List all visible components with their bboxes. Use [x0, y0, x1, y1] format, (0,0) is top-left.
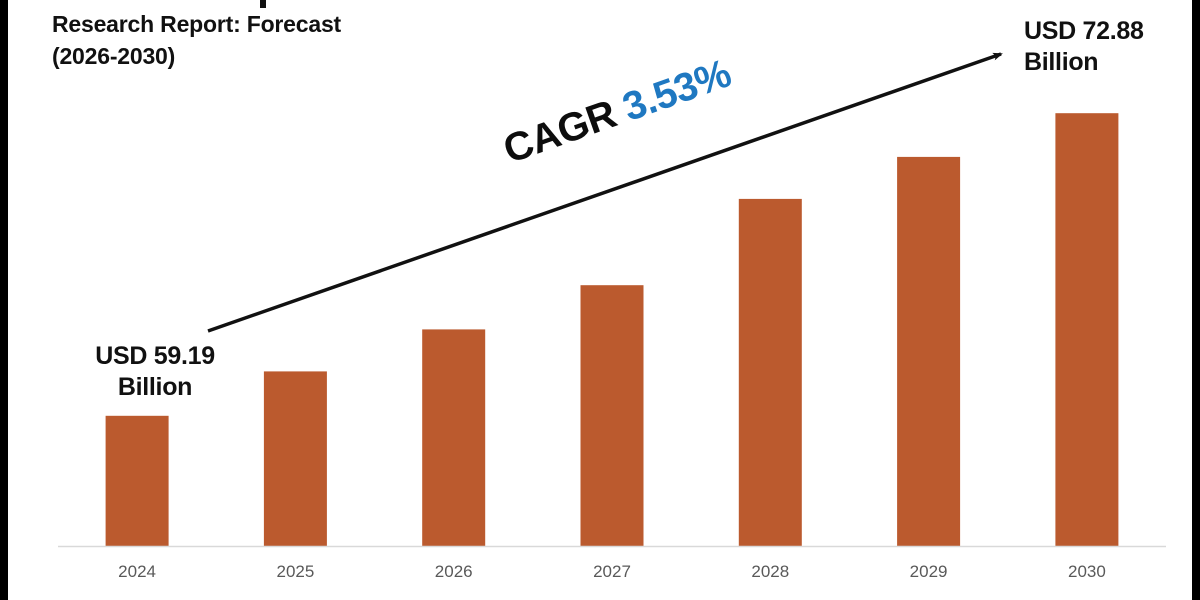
end-value-label: USD 72.88 Billion — [1024, 16, 1144, 78]
bars-group — [105, 113, 1119, 546]
bar-2030 — [1055, 113, 1119, 546]
x-tick-label-2027: 2027 — [593, 562, 631, 581]
start-value-amount: USD 59.19 — [95, 342, 215, 370]
bar-2025 — [263, 371, 327, 546]
x-tick-label-2030: 2030 — [1068, 562, 1106, 581]
x-tick-label-2028: 2028 — [751, 562, 789, 581]
start-value-unit: Billion — [117, 373, 193, 401]
bar-chart: 2024 2025 2026 2027 2028 2029 2030 — [58, 52, 1166, 581]
x-tick-label-2025: 2025 — [276, 562, 314, 581]
clipped-title-glyph — [260, 0, 266, 8]
bar-2029 — [897, 156, 961, 546]
end-value-unit: Billion — [1024, 48, 1099, 76]
chart-title-line-1: Research Report: Forecast — [52, 11, 341, 37]
bar-2024 — [105, 415, 169, 546]
x-tick-label-2026: 2026 — [435, 562, 473, 581]
x-tick-label-2024: 2024 — [118, 562, 156, 581]
x-tick-label-2029: 2029 — [910, 562, 948, 581]
chart-title-line-2: (2026-2030) — [52, 43, 176, 69]
bar-2027 — [580, 285, 644, 546]
trend-arrow — [207, 52, 1003, 333]
end-value-amount: USD 72.88 — [1024, 17, 1144, 45]
bar-2028 — [738, 198, 802, 546]
chart-canvas: Research Report: Forecast (2026-2030) 20… — [8, 0, 1192, 600]
start-value-label: USD 59.19 Billion — [72, 341, 238, 403]
x-tick-labels: 2024 2025 2026 2027 2028 2029 2030 — [118, 562, 1106, 581]
bar-2026 — [422, 329, 486, 546]
